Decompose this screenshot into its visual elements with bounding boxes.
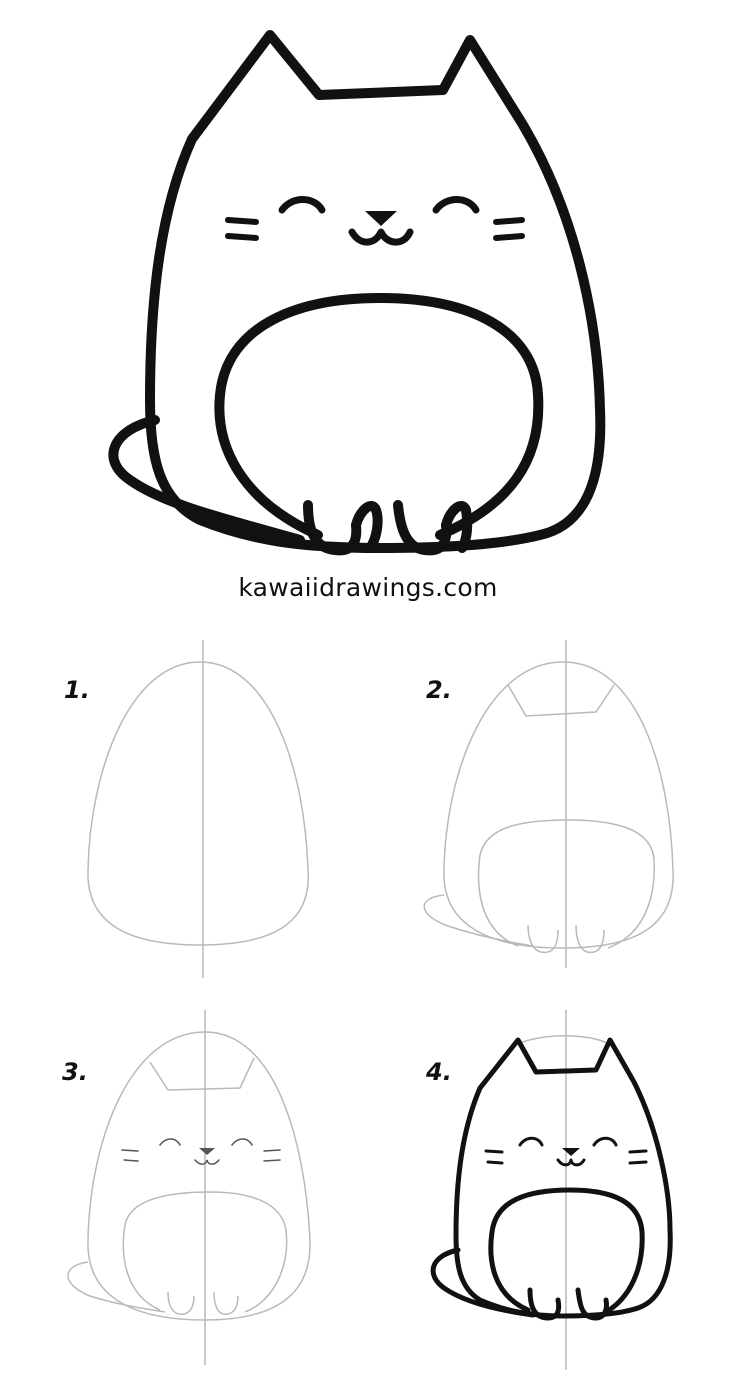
cat-left-paw-line [351, 501, 383, 553]
cat-left-eye [278, 196, 326, 214]
belly-guide [477, 819, 655, 949]
step-2: 2. [368, 640, 736, 1020]
cat-right-paw-line [441, 501, 473, 553]
cat-mouth [556, 1158, 586, 1167]
cat-whisker-left-1 [225, 217, 259, 225]
guide-egg [87, 1031, 311, 1321]
cat-tail [430, 1247, 536, 1318]
cat-right-paw [575, 1287, 609, 1321]
face-nose [199, 1148, 215, 1155]
step-2-drawing [423, 640, 674, 968]
right-paw-guide [213, 1291, 239, 1315]
cat-belly [214, 293, 544, 540]
cat-nose [562, 1148, 580, 1156]
cat-belly [488, 1187, 645, 1315]
step-1-number: 1. [64, 676, 90, 704]
left-paw-guide [167, 1291, 195, 1315]
head-top [149, 1057, 255, 1091]
cat-right-eye [432, 196, 480, 214]
cat-mouth [348, 228, 414, 246]
cat-whisker-right-2 [493, 233, 525, 241]
step-4-drawing [430, 1010, 673, 1370]
cat-left-eye [518, 1136, 544, 1147]
right-paw-guide [575, 924, 605, 954]
step-2-number: 2. [426, 676, 452, 704]
belly-guide [122, 1191, 288, 1313]
left-paw-guide [527, 924, 559, 954]
cat-whisker-left-2 [486, 1160, 504, 1165]
step-3-number: 3. [62, 1058, 88, 1086]
cat-whisker-right-1 [493, 217, 525, 225]
step-4-number: 4. [426, 1058, 452, 1086]
guide-egg [87, 661, 309, 946]
cat-whisker-right-2 [628, 1160, 648, 1165]
cat-left-paw [303, 500, 362, 556]
guide-egg [443, 661, 674, 949]
step-4: 4. [368, 1010, 736, 1390]
finished-cat-illustration [108, 30, 606, 556]
face-whisker-right-1 [263, 1149, 281, 1152]
cat-body-outline [453, 1037, 673, 1319]
cat-right-paw [393, 500, 452, 556]
step-3: 3. [0, 1010, 368, 1390]
cat-whisker-left-1 [484, 1149, 504, 1154]
face-left-eye [159, 1138, 181, 1146]
step-1-drawing [87, 640, 309, 978]
tail-guide [67, 1261, 166, 1313]
face-mouth [194, 1159, 220, 1165]
tail-guide [423, 894, 534, 947]
step-1: 1. [0, 640, 368, 1020]
cat-right-eye [592, 1136, 618, 1147]
cat-tail [108, 415, 305, 545]
site-caption: kawaiidrawings.com [238, 573, 498, 602]
face-whisker-right-2 [263, 1159, 281, 1162]
head-top [507, 684, 615, 717]
face-whisker-left-2 [123, 1159, 139, 1162]
cat-body-outline [145, 30, 606, 553]
step-3-drawing [67, 1010, 311, 1365]
face-right-eye [231, 1138, 253, 1146]
face-whisker-left-1 [121, 1149, 139, 1152]
cat-nose [365, 211, 397, 226]
cat-whisker-right-1 [628, 1149, 648, 1154]
cat-whisker-left-2 [225, 233, 259, 241]
cat-left-paw [527, 1287, 562, 1321]
